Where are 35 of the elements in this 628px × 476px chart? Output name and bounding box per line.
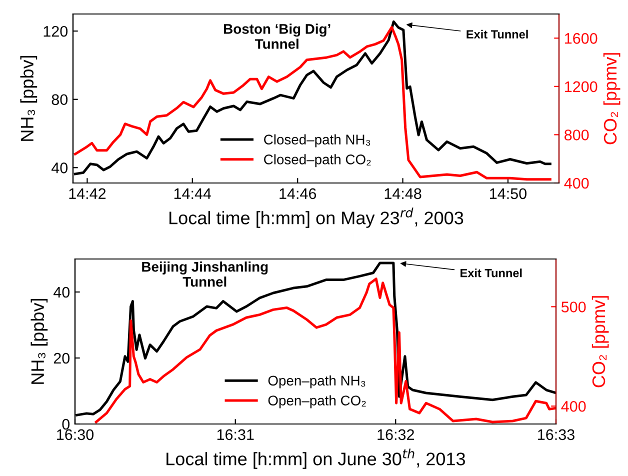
y-tick-label: 40: [54, 286, 70, 298]
legend-label: Open–path CO₂: [268, 395, 366, 408]
y-axis-title: NH₃ [ppbv]: [20, 56, 38, 141]
y2-tick-label: 400: [561, 400, 586, 412]
x-tick-label: 14:44: [174, 188, 212, 199]
annotation: Exit Tunnel: [466, 30, 528, 39]
y2-axis-title: CO₂ [ppmv]: [592, 296, 609, 388]
legend-label: Open–path NH₃: [268, 375, 366, 388]
y-tick-label: 0: [62, 418, 70, 430]
x-tick-label: 14:46: [280, 188, 316, 200]
y-tick-label: 80: [52, 94, 68, 106]
x-tick-label: 16:30: [57, 429, 94, 440]
y2-tick-label: 1600: [565, 33, 598, 44]
x-axis-title: Local time [h:mm] on June 30$^{th}$, 2013: [166, 448, 465, 469]
y2-tick-label: 1200: [565, 81, 598, 92]
annotation: Boston ‘Big Dig’ Tunnel: [224, 24, 330, 49]
y-tick-label: 40: [52, 162, 68, 174]
y2-tick-label: 400: [564, 178, 589, 189]
y2-tick-label: 500: [561, 302, 586, 312]
legend-label: Closed–path CO₂: [264, 154, 371, 168]
x-tick-label: 14:48: [384, 188, 422, 200]
annotation: Exit Tunnel: [460, 268, 522, 278]
legend-label: Closed–path NH₃: [264, 134, 370, 148]
y2-tick-label: 800: [564, 130, 589, 140]
y-axis-title: NH₃ [ppbv]: [30, 298, 48, 384]
x-tick-label: 16:32: [378, 429, 414, 440]
y-tick-label: 120: [44, 26, 68, 37]
annotation: Beijing Jinshanling Tunnel: [142, 262, 268, 287]
x-axis-title: Local time [h:mm] on May 23$^{rd}$, 2003: [170, 208, 464, 228]
x-tick-label: 16:33: [538, 429, 574, 440]
y-tick-label: 20: [54, 352, 70, 364]
x-tick-label: 16:31: [217, 429, 254, 440]
x-tick-label: 14:42: [69, 188, 106, 199]
x-tick-label: 14:50: [490, 188, 526, 200]
y2-axis-title: CO₂ [ppmv]: [603, 53, 620, 144]
